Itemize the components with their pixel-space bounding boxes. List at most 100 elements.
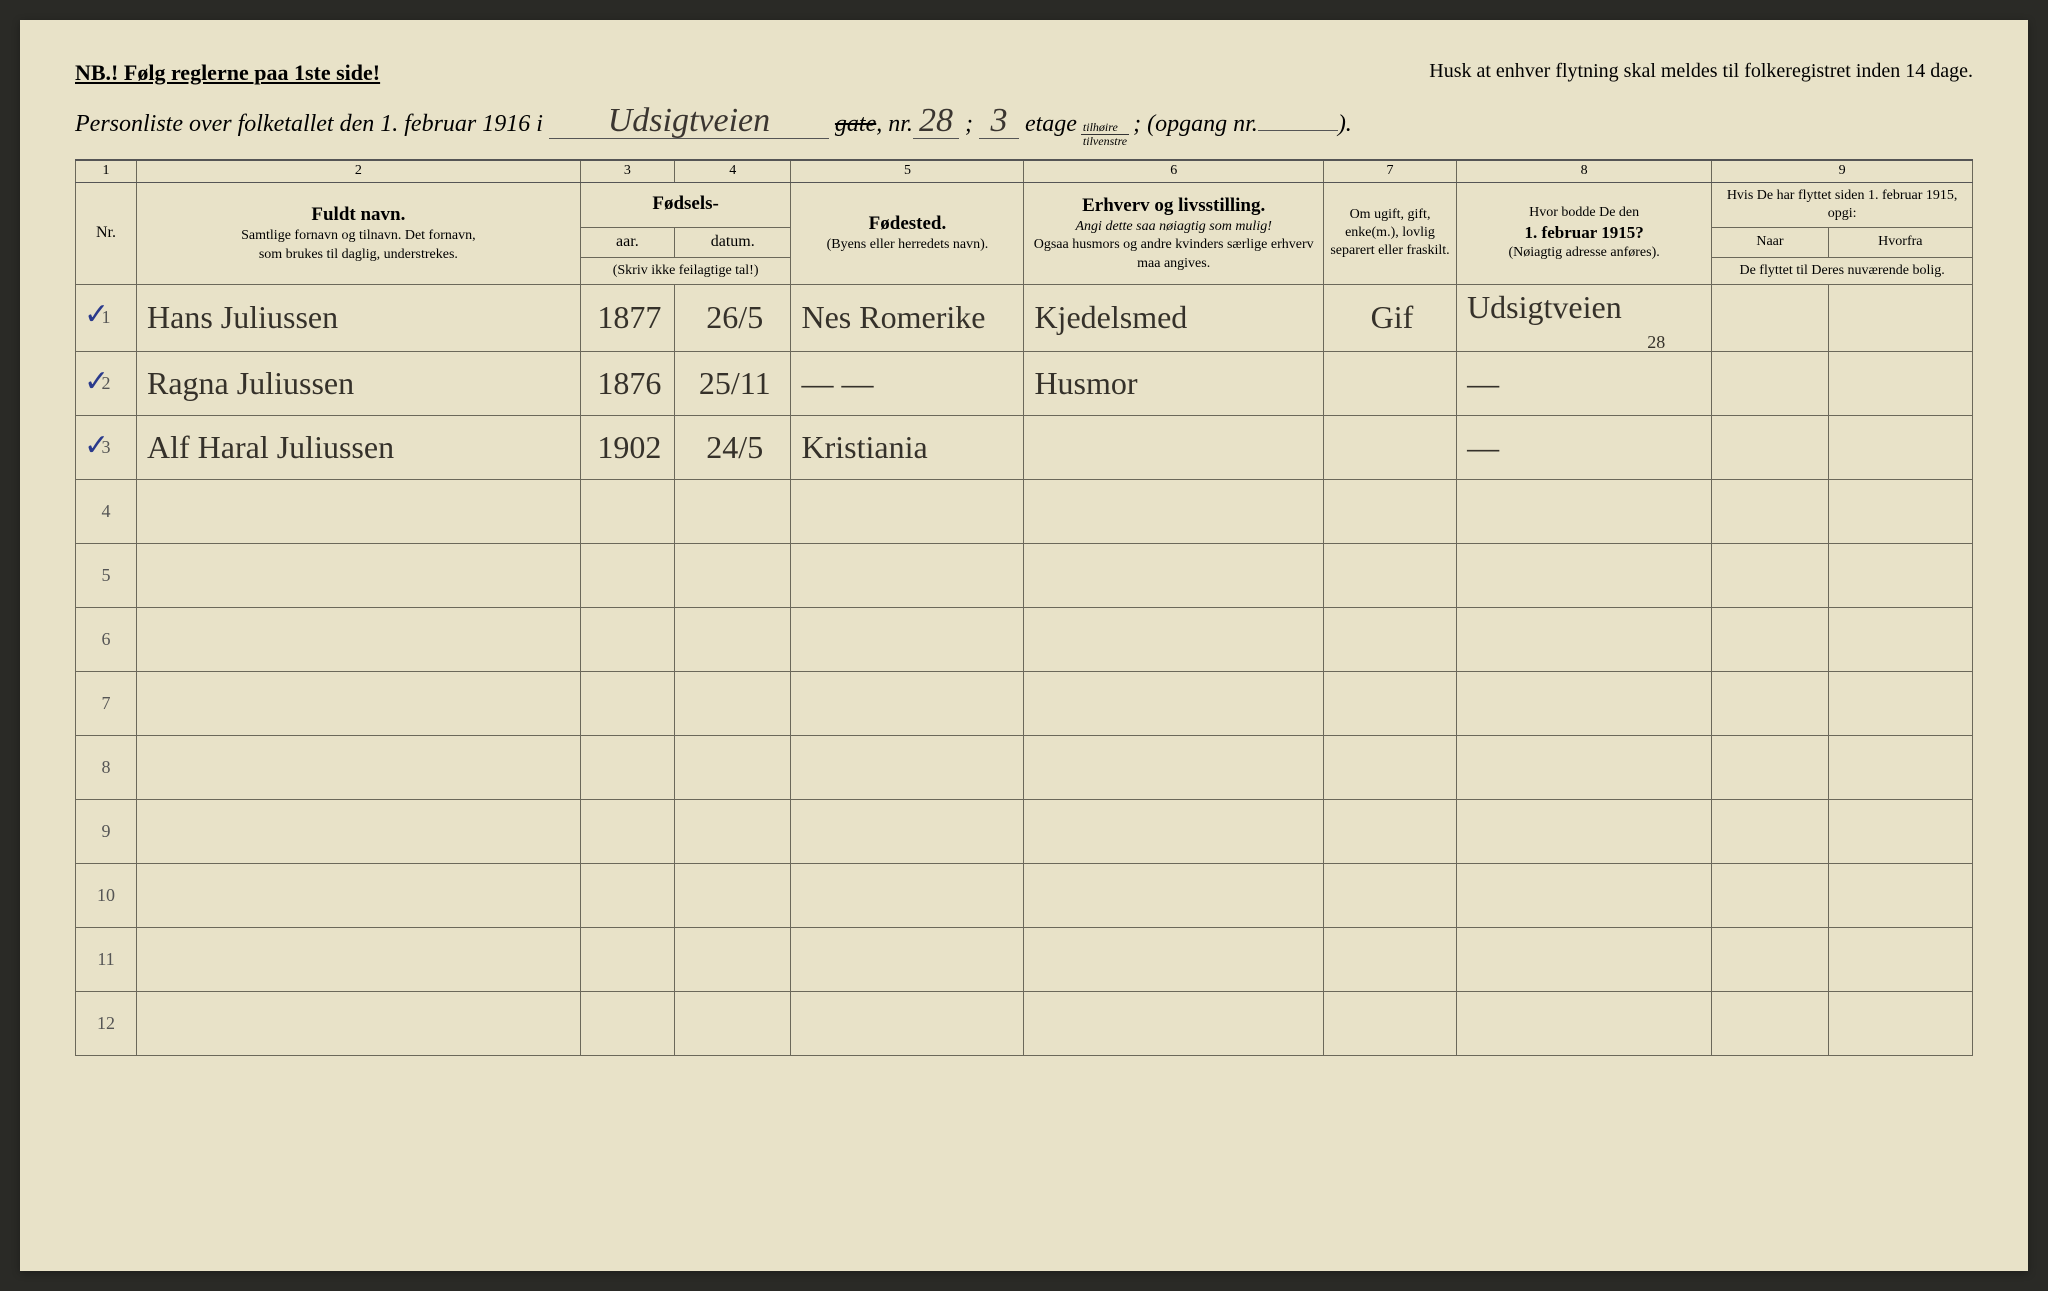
- cell-prev-address: Udsigtveien 28: [1457, 284, 1712, 351]
- cell-date: 24/5: [675, 415, 791, 479]
- cell-marital: Gif: [1323, 284, 1456, 351]
- hdr-naar: Naar: [1712, 227, 1828, 257]
- hdr-flyttet: Hvis De har flyttet siden 1. februar 191…: [1712, 182, 1973, 227]
- cell-date: [675, 927, 791, 991]
- table-body: ✓1Hans Juliussen187726/5Nes RomerikeKjed…: [76, 284, 1973, 1055]
- side-fraction: tilhøire tilvenstre: [1081, 121, 1129, 147]
- cell-birthplace: Kristiania: [791, 415, 1024, 479]
- colnum-8: 8: [1457, 160, 1712, 182]
- cell-marital: [1323, 543, 1456, 607]
- hdr-bodde-1: Hvor bodde De den: [1463, 204, 1705, 222]
- cell-birthplace: [791, 543, 1024, 607]
- cell-nr: ✓1: [76, 284, 137, 351]
- cell-when: [1712, 543, 1828, 607]
- cell-marital: [1323, 671, 1456, 735]
- row-number: 5: [102, 565, 111, 585]
- hdr-flyttet-sub: De flyttet til Deres nuværende bolig.: [1712, 257, 1973, 284]
- cell-birthplace: [791, 799, 1024, 863]
- header-top: NB.! Følg reglerne paa 1ste side! Husk a…: [75, 60, 1973, 86]
- row-number: 8: [102, 757, 111, 777]
- hdr-fodested-sub: (Byens eller herredets navn).: [797, 236, 1017, 254]
- cell-when: [1712, 735, 1828, 799]
- cell-wherefrom: [1828, 415, 1972, 479]
- frac-top: tilhøire: [1081, 121, 1129, 135]
- cell-date: [675, 735, 791, 799]
- hdr-bodde-sub: (Nøiagtig adresse anføres).: [1463, 244, 1705, 262]
- check-mark: ✓: [84, 297, 109, 332]
- colnum-2: 2: [137, 160, 581, 182]
- cell-marital: [1323, 415, 1456, 479]
- cell-wherefrom: [1828, 351, 1972, 415]
- prev-addr-line2: 28: [1467, 332, 1705, 353]
- hdr-aar: aar.: [580, 227, 674, 257]
- cell-name: [137, 543, 581, 607]
- cell-nr: 6: [76, 607, 137, 671]
- cell-nr: 7: [76, 671, 137, 735]
- cell-occupation: [1024, 863, 1324, 927]
- prev-addr-line1: Udsigtveien: [1467, 289, 1705, 326]
- cell-birthplace: [791, 607, 1024, 671]
- cell-birthplace: [791, 479, 1024, 543]
- cell-year: [580, 991, 674, 1055]
- cell-prev-address: —: [1457, 351, 1712, 415]
- cell-date: [675, 991, 791, 1055]
- cell-name: Alf Haral Juliussen: [137, 415, 581, 479]
- cell-birthplace: [791, 863, 1024, 927]
- cell-prev-address: [1457, 735, 1712, 799]
- cell-year: 1902: [580, 415, 674, 479]
- table-header: 1 2 3 4 5 6 7 8 9 Nr. Fuldt navn. Samtli…: [76, 160, 1973, 284]
- hdr-fodsels: Fødsels-: [580, 182, 791, 227]
- cell-year: [580, 479, 674, 543]
- census-table: 1 2 3 4 5 6 7 8 9 Nr. Fuldt navn. Samtli…: [75, 159, 1973, 1056]
- cell-date: [675, 479, 791, 543]
- cell-date: [675, 607, 791, 671]
- cell-name: [137, 607, 581, 671]
- colnum-1: 1: [76, 160, 137, 182]
- cell-date: [675, 799, 791, 863]
- cell-occupation: [1024, 607, 1324, 671]
- cell-wherefrom: [1828, 671, 1972, 735]
- cell-name: [137, 735, 581, 799]
- cell-date: [675, 543, 791, 607]
- row-number: 9: [102, 821, 111, 841]
- hdr-name-sub2: som brukes til daglig, understrekes.: [143, 246, 574, 264]
- prev-addr-line1: —: [1467, 429, 1705, 466]
- cell-year: [580, 863, 674, 927]
- cell-occupation: [1024, 991, 1324, 1055]
- cell-birthplace: [791, 927, 1024, 991]
- hdr-ugift: Om ugift, gift, enke(m.), lovlig separer…: [1323, 182, 1456, 284]
- cell-wherefrom: [1828, 927, 1972, 991]
- hdr-bodde-date: 1. februar 1915?: [1463, 222, 1705, 244]
- row-number: 10: [97, 885, 115, 905]
- cell-when: [1712, 607, 1828, 671]
- cell-marital: [1323, 991, 1456, 1055]
- row-number: 6: [102, 629, 111, 649]
- cell-when: [1712, 991, 1828, 1055]
- cell-wherefrom: [1828, 479, 1972, 543]
- cell-prev-address: [1457, 863, 1712, 927]
- table-row: ✓1Hans Juliussen187726/5Nes RomerikeKjed…: [76, 284, 1973, 351]
- cell-prev-address: [1457, 671, 1712, 735]
- cell-prev-address: [1457, 991, 1712, 1055]
- table-row: 7: [76, 671, 1973, 735]
- cell-date: 26/5: [675, 284, 791, 351]
- hdr-erhverv: Erhverv og livsstilling. Angi dette saa …: [1024, 182, 1324, 284]
- cell-name: Ragna Juliussen: [137, 351, 581, 415]
- cell-date: 25/11: [675, 351, 791, 415]
- cell-marital: [1323, 607, 1456, 671]
- cell-prev-address: —: [1457, 415, 1712, 479]
- separator: ;: [965, 111, 973, 138]
- cell-year: [580, 607, 674, 671]
- cell-occupation: [1024, 927, 1324, 991]
- cell-name: Hans Juliussen: [137, 284, 581, 351]
- table-row: 11: [76, 927, 1973, 991]
- cell-nr: 5: [76, 543, 137, 607]
- hdr-hvorfra: Hvorfra: [1828, 227, 1972, 257]
- cell-marital: [1323, 351, 1456, 415]
- cell-birthplace: — —: [791, 351, 1024, 415]
- table-row: 4: [76, 479, 1973, 543]
- cell-year: [580, 543, 674, 607]
- cell-occupation: [1024, 415, 1324, 479]
- cell-occupation: [1024, 479, 1324, 543]
- cell-prev-address: [1457, 927, 1712, 991]
